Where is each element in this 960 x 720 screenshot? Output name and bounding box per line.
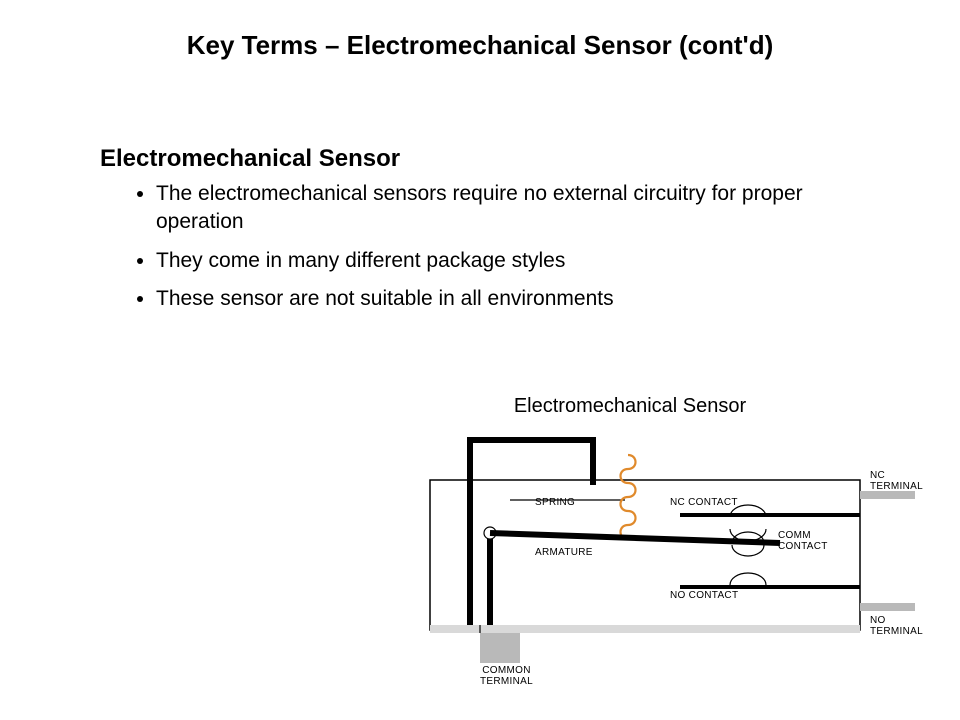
bullet-list: The electromechanical sensors require no… (130, 180, 850, 323)
bullet-item: They come in many different package styl… (156, 247, 850, 275)
bullet-item: The electromechanical sensors require no… (156, 180, 850, 237)
diagram-title: Electromechanical Sensor (430, 395, 830, 418)
label-spring: SPRING (535, 497, 575, 508)
label-nc-contact: NC CONTACT (670, 497, 738, 508)
label-armature: ARMATURE (535, 547, 593, 558)
section-heading: Electromechanical Sensor (100, 145, 400, 173)
label-comm-contact: COMMCONTACT (778, 530, 828, 552)
sensor-diagram: SPRING NC CONTACT COMMCONTACT ARMATURE N… (380, 425, 940, 685)
label-nc-terminal: NCTERMINAL (870, 470, 923, 492)
slide: Key Terms – Electromechanical Sensor (co… (0, 0, 960, 720)
bullet-item: These sensor are not suitable in all env… (156, 285, 850, 313)
label-no-contact: NO CONTACT (670, 590, 738, 601)
label-no-terminal: NOTERMINAL (870, 615, 923, 637)
label-common-terminal: COMMONTERMINAL (480, 665, 533, 687)
page-title: Key Terms – Electromechanical Sensor (co… (0, 30, 960, 61)
